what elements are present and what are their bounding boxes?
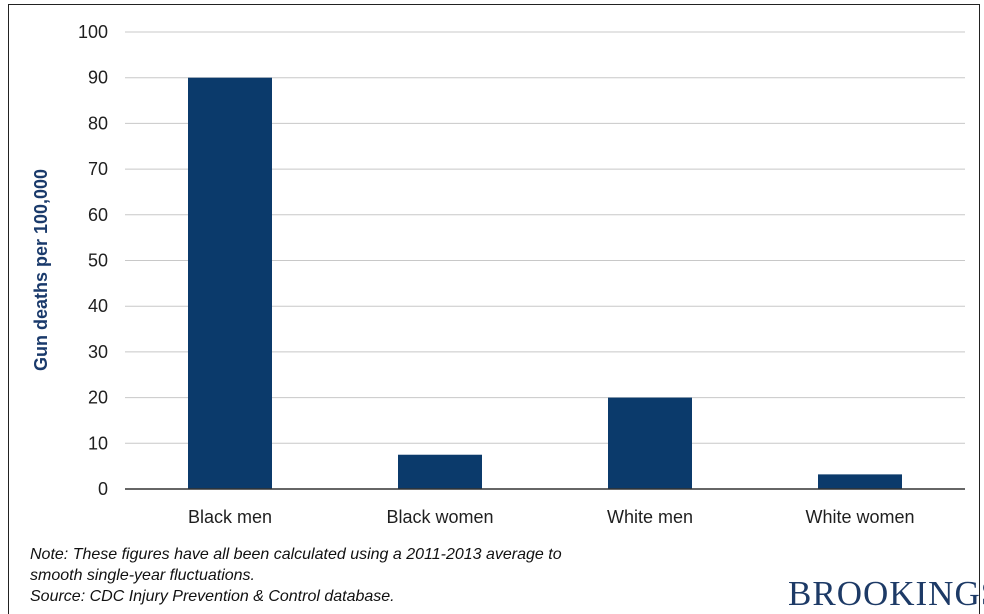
y-tick-label: 50: [88, 251, 108, 271]
y-tick-label: 90: [88, 68, 108, 88]
note-line-1: Note: These figures have all been calcul…: [30, 546, 562, 563]
y-tick-label: 70: [88, 159, 108, 179]
bar-chart: 0 10 20 30 40 50 60 70 80 90 100 Black men Black wo…: [31, 22, 965, 527]
y-axis-label: Gun deaths per 100,000: [31, 169, 51, 371]
bar-black-men: [188, 77, 272, 489]
category-label: White men: [607, 507, 693, 527]
y-tick-label: 10: [88, 433, 108, 453]
brookings-logo: BROOKINGS: [788, 574, 984, 613]
y-tick-label: 40: [88, 296, 108, 316]
y-tick-label: 100: [78, 22, 108, 42]
y-tick-label: 0: [98, 479, 108, 499]
y-tick-label: 20: [88, 388, 108, 408]
note-line-2: smooth single-year fluctuations.: [30, 567, 255, 584]
chart-frame: [8, 4, 980, 614]
y-tick-label: 30: [88, 342, 108, 362]
bar-white-women: [818, 474, 902, 489]
chart-note: Note: These figures have all been calcul…: [30, 544, 730, 607]
source-line: Source: CDC Injury Prevention & Control …: [30, 588, 395, 605]
y-tick-labels: 0 10 20 30 40 50 60 70 80 90 100: [78, 22, 108, 499]
bar-black-women: [398, 454, 482, 489]
category-label: White women: [805, 507, 914, 527]
bars: [188, 77, 902, 489]
category-labels: Black men Black women White men White women: [188, 507, 915, 527]
bar-white-men: [608, 397, 692, 489]
y-tick-label: 80: [88, 113, 108, 133]
category-label: Black men: [188, 507, 272, 527]
category-label: Black women: [386, 507, 493, 527]
y-tick-label: 60: [88, 205, 108, 225]
